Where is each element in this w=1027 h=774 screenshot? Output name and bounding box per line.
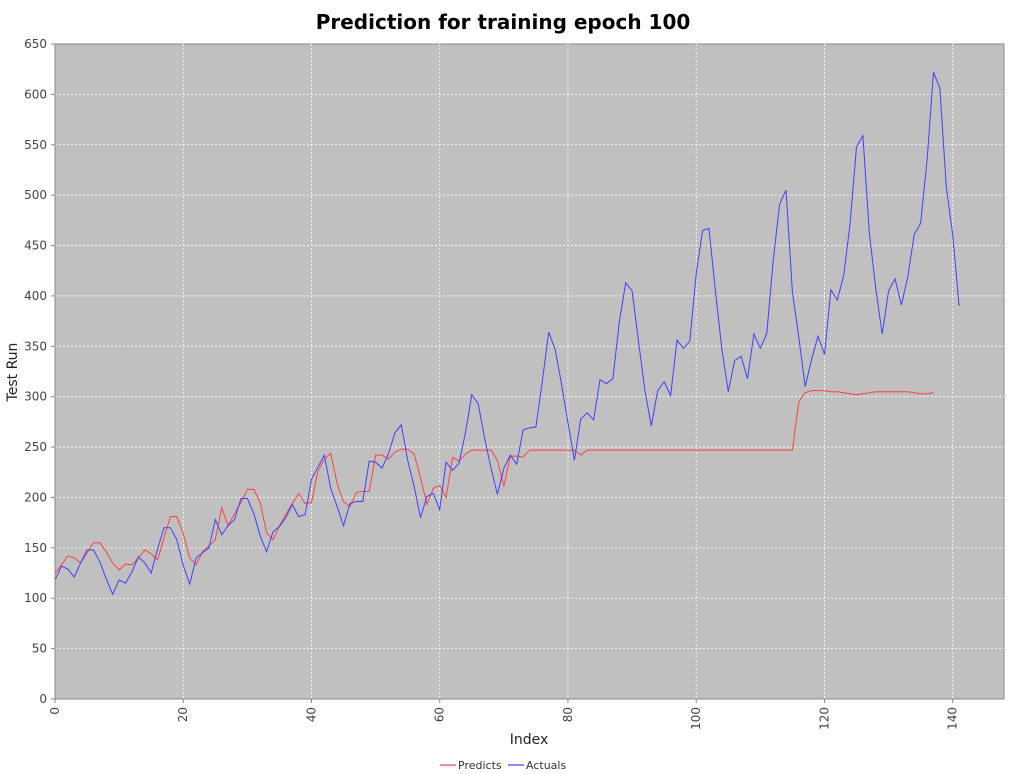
y-tick-label: 400 [24, 289, 47, 303]
y-tick-label: 550 [24, 138, 47, 152]
x-tick-label: 0 [48, 707, 62, 715]
y-axis-label: Test Run [5, 343, 21, 403]
y-tick-label: 50 [32, 642, 47, 656]
x-tick-label: 100 [689, 707, 703, 730]
y-tick-label: 600 [24, 87, 47, 101]
y-tick-label: 300 [24, 390, 47, 404]
y-tick-label: 150 [24, 541, 47, 555]
x-tick-label: 60 [433, 707, 447, 722]
y-tick-label: 0 [39, 692, 47, 706]
x-tick-label: 80 [561, 707, 575, 722]
y-tick-label: 650 [24, 37, 47, 51]
y-tick-label: 100 [24, 591, 47, 605]
x-tick-labels: 0 20 40 60 80 100 120 140 [48, 699, 960, 730]
legend-label-predicts: Predicts [458, 759, 502, 769]
x-tick-label: 120 [817, 707, 831, 730]
axes [54, 44, 1004, 700]
y-tick-label: 200 [24, 490, 47, 504]
y-tick-labels: 0 50 100 150 200 250 300 350 400 450 500 550 600 650 [24, 37, 55, 706]
plot-area [54, 43, 1005, 700]
x-tick-label: 20 [176, 707, 190, 722]
y-tick-label: 500 [24, 188, 47, 202]
y-tick-label: 250 [24, 440, 47, 454]
legend-label-actuals: Actuals [526, 759, 566, 769]
x-tick-label: 40 [304, 707, 318, 722]
x-tick-label: 140 [946, 707, 960, 730]
series-layer [54, 72, 960, 596]
series-line-actuals [54, 72, 960, 596]
legend: Predicts Actuals [440, 759, 566, 772]
y-tick-label: 450 [24, 239, 47, 253]
grid-lines [55, 44, 1004, 699]
chart-title: Prediction for training epoch 100 [316, 10, 691, 34]
y-tick-label: 350 [24, 339, 47, 353]
x-axis-label: Index [510, 732, 549, 748]
